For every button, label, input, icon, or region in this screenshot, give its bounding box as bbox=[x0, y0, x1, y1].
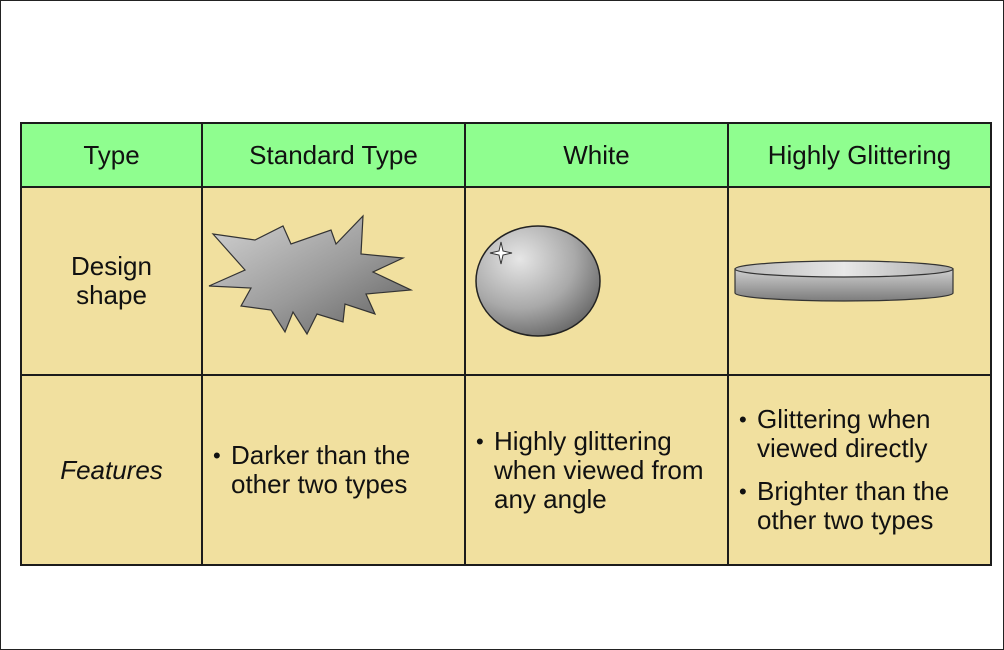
header-row: Type Standard Type White Highly Glitteri… bbox=[20, 122, 992, 188]
design-label-line2: shape bbox=[76, 280, 147, 310]
glittering-shape-cell bbox=[727, 186, 992, 376]
white-feature-item: • Highly glittering when viewed from any … bbox=[476, 425, 727, 514]
white-feature-text: Highly glittering when viewed from any a… bbox=[494, 425, 704, 514]
bullet-icon: • bbox=[739, 479, 747, 504]
glittering-feature-item: • Glittering when viewed directly bbox=[739, 405, 990, 463]
glittering-feature-text-2: Brighter than the other two types bbox=[757, 476, 950, 535]
design-label-line1: Design bbox=[71, 251, 152, 281]
features-label-cell: Features bbox=[20, 374, 203, 566]
standard-feature-item: • Darker than the other two types bbox=[213, 441, 464, 499]
bullet-icon: • bbox=[476, 428, 484, 454]
sphere-shape-icon bbox=[475, 224, 601, 337]
header-standard-cell: Standard Type bbox=[201, 122, 466, 188]
starburst-shape-icon bbox=[208, 213, 414, 335]
bullet-icon: • bbox=[213, 443, 221, 468]
features-label: Features bbox=[60, 454, 163, 485]
glittering-features-list: • Glittering when viewed directly • Bright… bbox=[729, 405, 990, 535]
comparison-table: Type Standard Type White Highly Glitteri… bbox=[20, 122, 992, 566]
white-shape-cell bbox=[464, 186, 729, 376]
white-features-cell: • Highly glittering when viewed from any … bbox=[464, 374, 729, 566]
disc-shape-icon bbox=[734, 259, 954, 302]
standard-features-list: • Darker than the other two types bbox=[203, 441, 464, 499]
standard-feature-text: Darker than the other two types bbox=[231, 440, 411, 499]
glittering-feature-text-1: Glittering when viewed directly bbox=[757, 404, 931, 463]
sparkle-icon bbox=[489, 241, 513, 264]
header-glittering-cell: Highly Glittering bbox=[727, 122, 992, 188]
features-row: Features • Darker than the other two type… bbox=[20, 374, 992, 566]
glittering-features-cell: • Glittering when viewed directly • Bright… bbox=[727, 374, 992, 566]
header-white-cell: White bbox=[464, 122, 729, 188]
header-type-label: Type bbox=[83, 139, 140, 170]
header-standard-label: Standard Type bbox=[249, 139, 418, 170]
design-shape-label-cell: Design shape bbox=[20, 186, 203, 376]
glittering-feature-item: • Brighter than the other two types bbox=[739, 477, 990, 535]
standard-features-cell: • Darker than the other two types bbox=[201, 374, 466, 566]
design-shape-row: Design shape bbox=[20, 186, 992, 376]
white-features-list: • Highly glittering when viewed from any … bbox=[466, 425, 727, 514]
header-glittering-label: Highly Glittering bbox=[767, 139, 952, 170]
header-type-cell: Type bbox=[20, 122, 203, 188]
bullet-icon: • bbox=[739, 407, 747, 432]
header-white-label: White bbox=[563, 139, 630, 170]
standard-shape-cell bbox=[201, 186, 466, 376]
